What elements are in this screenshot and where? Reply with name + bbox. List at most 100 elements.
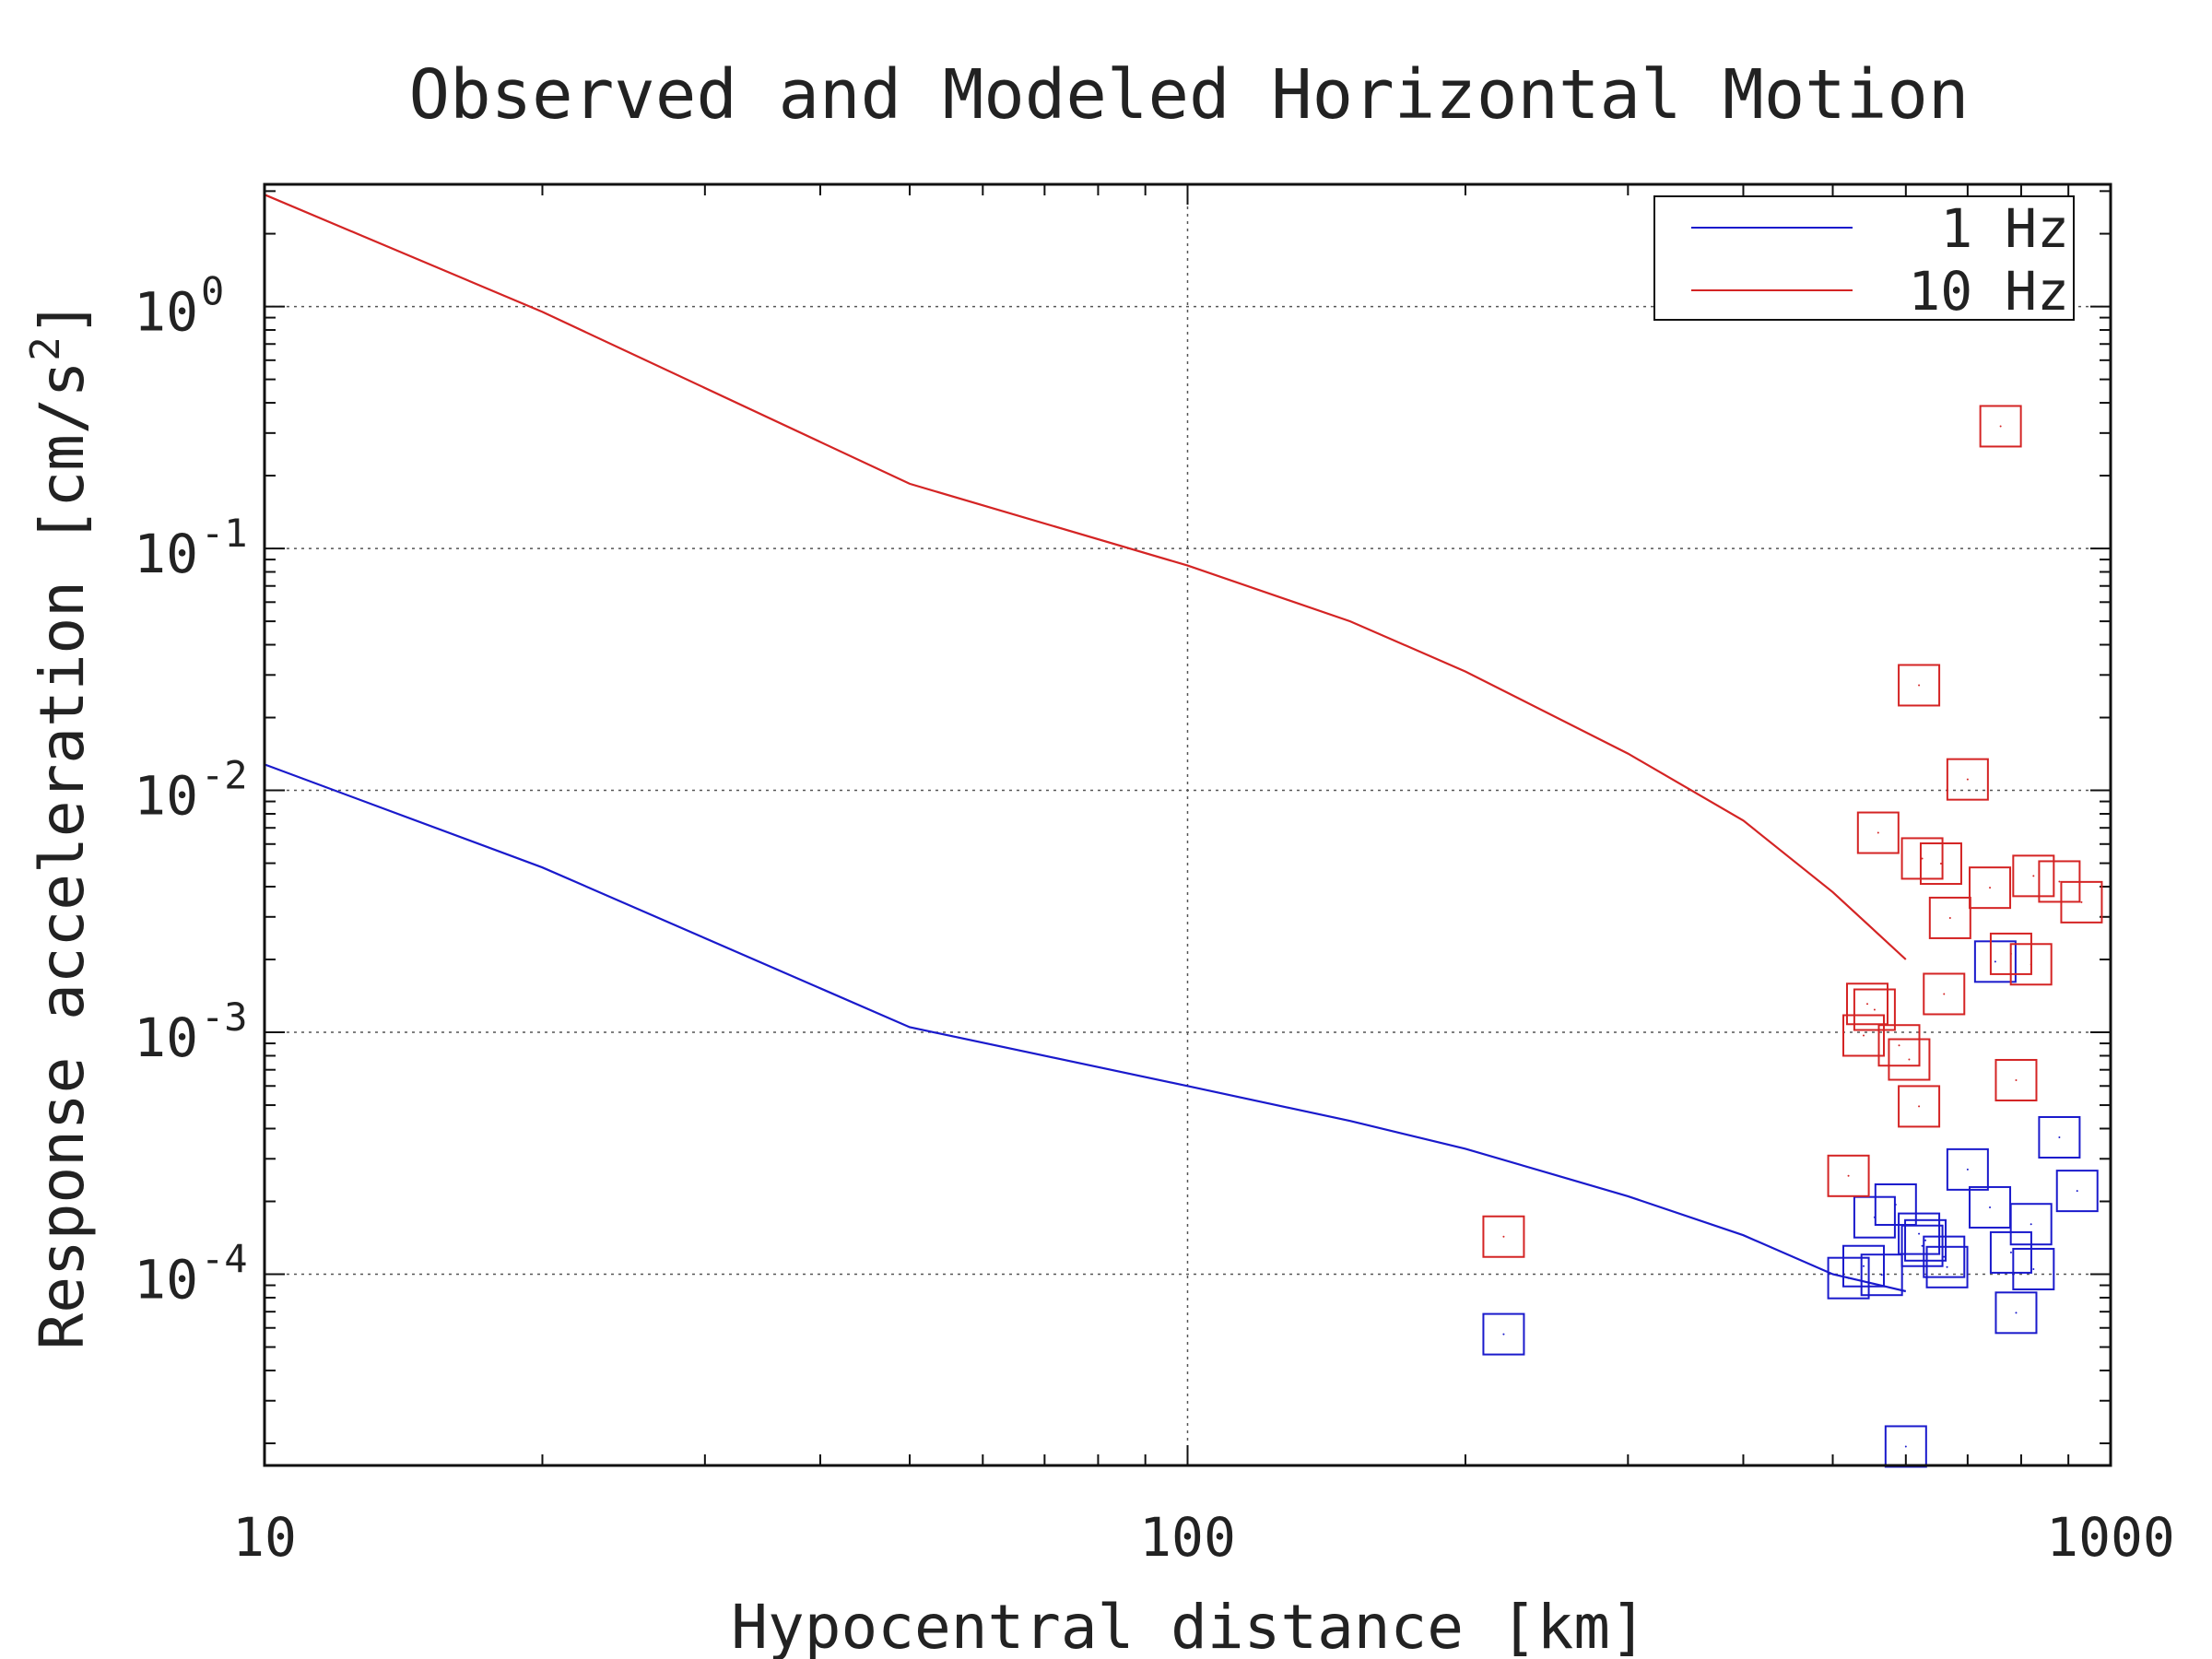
observed-point-center (1921, 1244, 1924, 1247)
observed-point (2009, 1203, 2053, 1246)
observed-point-center (1989, 887, 1992, 889)
chart-title: Observed and Modeled Horizontal Motion (409, 55, 1970, 135)
y-tick-label: 10 (134, 765, 198, 828)
observed-point (1900, 1224, 1944, 1267)
observed-point-center (2058, 880, 2061, 883)
x-tick-label: 100 (1139, 1506, 1236, 1569)
observed-point-center (2009, 1251, 2012, 1253)
observed-point (1904, 1218, 1947, 1262)
observed-point-center (1921, 857, 1924, 860)
grid-lines (265, 184, 2111, 1465)
model-line (264, 194, 1907, 960)
legend: 1 Hz 10 Hz (1653, 195, 2075, 323)
observed-point (1919, 842, 1962, 886)
observed-point-center (2032, 875, 2035, 877)
y-tick-label: 10 (134, 523, 198, 585)
observed-point (2012, 854, 2055, 898)
observed-point (1973, 940, 2017, 983)
y-tick-label-exponent: -1 (201, 511, 248, 556)
observed-point-center (1502, 1235, 1505, 1238)
observed-point-center (2030, 963, 2032, 966)
observed-point (1925, 1245, 1969, 1288)
observed-point (1874, 1182, 1917, 1226)
x-tick-label: 10 (232, 1506, 297, 1569)
legend-box (1653, 195, 2075, 321)
observed-point (1846, 982, 1889, 1026)
y-tick-label-base: 10 (134, 1249, 198, 1312)
observed-point (1482, 1215, 1525, 1258)
observed-point-center (2058, 1135, 2061, 1138)
observed-point (1877, 1024, 1921, 1067)
observed-point-center (1880, 1274, 1883, 1277)
observed-point (1994, 1058, 2038, 1101)
observed-point-center (1943, 1255, 1946, 1258)
y-tick-label: 10 (134, 1249, 198, 1312)
y-tick-label-exponent: -2 (201, 753, 248, 798)
observed-point-center (2032, 1267, 2035, 1270)
observed-point-center (1862, 1265, 1865, 1267)
x-axis-label: Hypocentral distance [km] (731, 1592, 1646, 1659)
observed-point-center (1862, 1034, 1865, 1037)
y-axis-label-end: ] (27, 300, 98, 336)
observed-point (1946, 758, 1989, 801)
observed-point (1994, 1291, 2038, 1335)
observed-point (1898, 664, 1941, 707)
observed-point (1482, 1312, 1525, 1356)
y-tick-label-exponent: -3 (201, 994, 248, 1040)
observed-point (1923, 972, 1966, 1016)
series-layer (264, 194, 2103, 1468)
observed-point (2009, 943, 2053, 986)
x-tick-labels: 10 100 1000 (232, 1506, 2175, 1569)
observed-point-center (1866, 1003, 1869, 1006)
observed-point-center (1966, 1168, 1969, 1171)
series-1 (264, 194, 2103, 1258)
observed-point (2060, 880, 2103, 924)
observed-point (1853, 988, 1896, 1031)
observed-point-center (1918, 684, 1921, 687)
observed-point (1841, 1244, 1885, 1288)
observed-point-center (1989, 1206, 1992, 1208)
observed-point-center (1924, 1239, 1927, 1241)
y-axis-label-sup: 2 (22, 336, 69, 361)
y-axis-label-text: Response acceleration [cm/s (27, 361, 98, 1350)
observed-point (1898, 1085, 1941, 1128)
observed-point (1856, 811, 1900, 854)
y-tick-label: 10 (134, 281, 198, 344)
observed-point-center (1847, 1277, 1850, 1279)
observed-point-center (1908, 1058, 1911, 1061)
y-tick-label-base: 10 (134, 1006, 198, 1069)
observed-point-center (1904, 1445, 1907, 1448)
observed-point-center (1847, 1174, 1850, 1177)
observed-point (1946, 1147, 1989, 1191)
y-axis-label: Response acceleration [cm/s2] (22, 300, 98, 1349)
y-tick-label-exponent: -4 (201, 1237, 248, 1282)
observed-point-center (1502, 1333, 1505, 1335)
observed-point-center (2080, 900, 2083, 903)
y-tick-label-base: 10 (134, 523, 198, 585)
observed-point-center (2015, 1312, 2018, 1314)
observed-point (2012, 1247, 2055, 1290)
observed-point-center (1894, 1203, 1897, 1206)
observed-point-center (2030, 1223, 2032, 1226)
observed-point-center (1999, 425, 2002, 428)
y-tick-label-base: 10 (134, 281, 198, 344)
observed-point-center (1948, 916, 1951, 919)
observed-point (1900, 837, 1944, 880)
observed-point-center (1918, 1232, 1921, 1235)
observed-point (2055, 1170, 2099, 1213)
observed-point-center (1939, 863, 1942, 865)
observed-point (1888, 1038, 1931, 1081)
observed-point-center (1994, 960, 1996, 963)
observed-point-center (2076, 1190, 2078, 1193)
legend-label-1hz: 1 Hz (1940, 197, 2069, 260)
series-0 (264, 763, 2099, 1468)
observed-point (1923, 1235, 1966, 1278)
observed-point (1841, 1014, 1885, 1057)
y-tick-label-base: 10 (134, 765, 198, 828)
model-line (264, 763, 1907, 1293)
observed-point-center (1918, 1105, 1921, 1108)
observed-point (2038, 1115, 2081, 1159)
observed-point-center (1898, 1044, 1900, 1047)
